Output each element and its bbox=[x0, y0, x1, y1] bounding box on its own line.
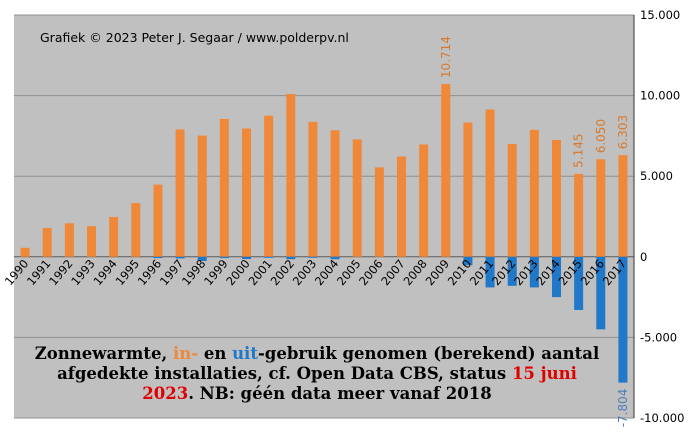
caption-uit-word: uit bbox=[232, 344, 258, 363]
bar-in-gebruik bbox=[64, 223, 74, 257]
bar-in-gebruik bbox=[308, 121, 318, 257]
bar-uit-gebruik bbox=[264, 256, 274, 258]
bar-in-gebruik bbox=[109, 216, 119, 257]
caption-in-word: in- bbox=[172, 344, 199, 363]
bar-in-gebruik bbox=[419, 144, 429, 257]
y-tick-label: 0 bbox=[640, 250, 647, 264]
bar-in-gebruik bbox=[20, 247, 30, 257]
bar-in-gebruik bbox=[574, 173, 584, 257]
bar-uit-gebruik bbox=[552, 256, 561, 298]
bar-uit-gebruik bbox=[219, 256, 229, 259]
chart-caption: Zonnewarmte, in- en uit-gebruik genomen … bbox=[14, 344, 620, 404]
bar-uit-gebruik bbox=[485, 256, 495, 288]
caption-text: . NB: géén data meer vanaf 2018 bbox=[188, 384, 492, 403]
caption-date: 15 juni bbox=[511, 364, 577, 383]
y-tick-label: 10.000 bbox=[640, 89, 680, 103]
bar-in-gebruik bbox=[175, 129, 185, 257]
bar-uit-gebruik bbox=[153, 256, 163, 259]
y-tick-label: 5.000 bbox=[640, 169, 673, 183]
bar-uit-gebruik bbox=[596, 256, 606, 330]
bar-uit-gebruik bbox=[308, 256, 318, 258]
caption-text: afgedekte installaties, cf. Open Data CB… bbox=[57, 364, 512, 383]
bar-in-gebruik bbox=[441, 84, 451, 257]
bar-in-gebruik bbox=[552, 139, 561, 257]
caption-line-3: 2023. NB: géén data meer vanaf 2018 bbox=[14, 384, 620, 404]
caption-text: Zonnewarmte, bbox=[34, 344, 173, 363]
bar-in-gebruik bbox=[197, 135, 207, 257]
y-tick-label: 15.000 bbox=[640, 8, 680, 22]
bar-in-gebruik bbox=[618, 155, 628, 257]
data-labels: 10.714 5.145 6.050 6.303 -7.804 bbox=[439, 36, 630, 427]
bar-in-gebruik bbox=[485, 109, 495, 257]
bar-in-gebruik bbox=[374, 167, 384, 257]
caption-year: 2023 bbox=[142, 384, 189, 403]
data-label: 6.050 bbox=[594, 119, 608, 153]
bar-uit-gebruik bbox=[242, 256, 251, 260]
data-label: 10.714 bbox=[439, 36, 453, 78]
bar-uit-gebruik bbox=[197, 256, 207, 261]
bar-in-gebruik bbox=[153, 184, 163, 257]
data-label: -7.804 bbox=[616, 389, 630, 428]
bar-in-gebruik bbox=[286, 93, 296, 257]
bar-in-gebruik bbox=[529, 129, 539, 257]
data-label: 5.145 bbox=[572, 134, 586, 168]
bar-in-gebruik bbox=[330, 130, 340, 257]
bar-in-gebruik bbox=[242, 128, 251, 257]
bars bbox=[20, 84, 628, 383]
bar-uit-gebruik bbox=[463, 256, 473, 266]
bar-in-gebruik bbox=[463, 122, 473, 257]
caption-text: en bbox=[198, 344, 233, 363]
bar-uit-gebruik bbox=[574, 256, 584, 310]
bar-uit-gebruik bbox=[286, 256, 296, 260]
caption-text: -gebruik genomen (berekend) aantal bbox=[257, 344, 600, 363]
bar-in-gebruik bbox=[596, 159, 606, 257]
bar-in-gebruik bbox=[264, 115, 274, 257]
data-label: 6.303 bbox=[616, 115, 630, 149]
bar-in-gebruik bbox=[87, 226, 96, 257]
y-tick-label: -5.000 bbox=[640, 330, 677, 344]
y-tick-labels: 15.000 10.000 5.000 0 -5.000 -10.000 bbox=[640, 8, 684, 425]
bar-uit-gebruik bbox=[618, 256, 628, 383]
bar-in-gebruik bbox=[219, 118, 229, 257]
bar-in-gebruik bbox=[42, 227, 52, 257]
caption-line-1: Zonnewarmte, in- en uit-gebruik genomen … bbox=[14, 344, 620, 364]
y-tick-label: -10.000 bbox=[640, 411, 684, 425]
bar-uit-gebruik bbox=[507, 256, 517, 286]
bar-in-gebruik bbox=[397, 156, 406, 257]
bar-uit-gebruik bbox=[529, 256, 539, 288]
bar-uit-gebruik bbox=[175, 256, 185, 259]
caption-line-2: afgedekte installaties, cf. Open Data CB… bbox=[14, 364, 620, 384]
bar-in-gebruik bbox=[507, 143, 517, 257]
bar-in-gebruik bbox=[131, 203, 141, 257]
bar-in-gebruik bbox=[352, 139, 362, 257]
bar-uit-gebruik bbox=[330, 256, 340, 260]
chart-credit: Grafiek © 2023 Peter J. Segaar / www.pol… bbox=[40, 30, 349, 45]
